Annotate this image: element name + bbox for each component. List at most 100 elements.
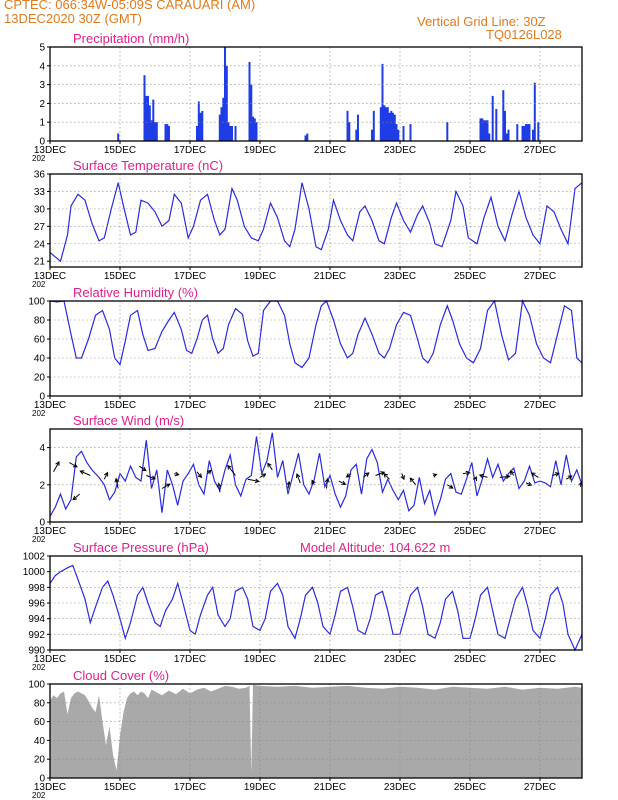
y-tick-label: 5 <box>39 43 45 54</box>
year-stub: 202 <box>32 791 46 800</box>
precip-bar <box>533 82 536 141</box>
wind-arrow <box>472 476 477 482</box>
precip-bar <box>532 129 534 141</box>
x-tick-label: 25DEC <box>454 145 486 156</box>
model-altitude-label: Model Altitude: 104.622 m <box>300 540 450 555</box>
wind-arrow <box>286 480 291 489</box>
y-tick-label: 1 <box>39 118 45 129</box>
x-tick-label: 15DEC <box>104 400 136 411</box>
y-tick-label: 36 <box>34 170 46 181</box>
precip-bar <box>168 126 170 141</box>
wind-arrow <box>139 465 147 472</box>
precip-bar <box>148 105 151 141</box>
y-tick-label: 24 <box>34 239 46 250</box>
x-tick-label: 19DEC <box>244 782 276 793</box>
y-tick-label: 33 <box>34 187 46 198</box>
surface-pressure-panel: 990 992 994 996 998 1000 1002 13DEC 15DEC 17DEC 19… <box>23 540 583 672</box>
wind-arrow <box>552 472 560 477</box>
precip-bar <box>229 126 232 141</box>
x-tick-label: 27DEC <box>524 400 556 411</box>
x-tick-label: 17DEC <box>174 654 206 665</box>
y-tick-label: 0 <box>39 137 45 148</box>
y-tick-label: 4 <box>39 443 45 454</box>
wind-arrow <box>69 462 78 468</box>
x-tick-label: 19DEC <box>244 654 276 665</box>
wind-arrow <box>72 493 81 501</box>
surface-temperature-panel: 21 24 27 30 33 36 13DEC 15DEC 17DEC 19DEC 21DEC 23D… <box>32 158 583 289</box>
x-tick-label: 21DEC <box>314 400 346 411</box>
wind-arrow <box>338 480 347 486</box>
precip-bar <box>147 95 149 141</box>
precip-bar <box>117 133 120 141</box>
precip-bar <box>388 112 391 141</box>
precip-bar <box>484 120 487 141</box>
x-tick-label: 17DEC <box>174 400 206 411</box>
surface-wind-title: Surface Wind (m/s) <box>73 413 184 428</box>
precip-bar <box>390 110 393 141</box>
wind-arrow <box>174 471 180 477</box>
precip-bar <box>385 107 387 141</box>
year-stub: 202 <box>32 280 46 289</box>
x-tick-label: 15DEC <box>104 271 136 282</box>
precip-bar <box>218 114 221 141</box>
precip-bar <box>479 118 482 141</box>
cloud-cover-panel: 0 20 40 60 80 100 13DEC 15DEC 17DEC 19DEC 21DEC 23D… <box>28 668 583 800</box>
x-tick-label: 23DEC <box>384 654 416 665</box>
x-tick-label: 13DEC <box>34 782 66 793</box>
x-tick-label: 19DEC <box>244 271 276 282</box>
wind-arrow <box>196 471 203 479</box>
precip-bar <box>306 133 309 141</box>
precip-bar <box>201 110 204 141</box>
precip-bar <box>526 124 529 141</box>
y-tick-label: 27 <box>34 222 46 233</box>
precip-bar <box>346 110 349 141</box>
precip-bar <box>145 95 148 141</box>
wind-arrow <box>79 470 91 476</box>
x-tick-label: 15DEC <box>104 145 136 156</box>
precip-bar <box>355 129 358 141</box>
precip-bar <box>164 124 167 141</box>
cloud-cover-area <box>50 684 582 778</box>
precip-bar <box>446 122 449 141</box>
y-tick-label: 20 <box>34 755 46 766</box>
precip-bar <box>222 97 225 141</box>
wind-arrow <box>311 479 316 486</box>
wind-arrow <box>161 483 171 489</box>
precip-bar <box>234 126 237 141</box>
wind-arrow <box>362 472 370 478</box>
precip-bar <box>252 116 254 141</box>
y-tick-label: 30 <box>34 204 46 215</box>
y-tick-label: 3 <box>39 80 45 91</box>
x-tick-label: 23DEC <box>384 782 416 793</box>
precip-bar <box>381 63 384 141</box>
x-tick-label: 27DEC <box>524 526 556 537</box>
precipitation-title: Precipitation (mm/h) <box>73 31 189 46</box>
precip-bar <box>516 124 519 141</box>
y-tick-label: 0 <box>39 774 45 785</box>
precip-bar <box>528 124 531 141</box>
x-tick-label: 25DEC <box>454 654 486 665</box>
precip-bar <box>154 122 156 141</box>
precip-bar <box>150 120 153 141</box>
x-tick-label: 15DEC <box>104 782 136 793</box>
model-code: TQ0126L028 <box>486 27 562 42</box>
y-tick-label: 994 <box>28 614 45 625</box>
precip-bar <box>495 109 498 141</box>
precip-bar <box>397 129 400 141</box>
y-tick-label: 0 <box>39 392 45 403</box>
x-tick-label: 19DEC <box>244 145 276 156</box>
precip-bar <box>197 101 200 141</box>
precip-bar <box>393 114 396 141</box>
y-tick-label: 990 <box>28 646 45 657</box>
precip-bar <box>379 107 382 141</box>
precip-bar <box>143 75 146 141</box>
precip-bar <box>357 114 359 141</box>
y-tick-label: 1002 <box>23 552 46 563</box>
x-tick-label: 21DEC <box>314 654 346 665</box>
y-tick-label: 100 <box>28 297 45 308</box>
surface-wind-panel: 0 2 4 13DEC 15DEC 17DEC 19DEC 21DEC 23DEC 25DEC 27… <box>32 413 583 544</box>
precip-bar <box>372 110 375 141</box>
x-tick-label: 17DEC <box>174 526 206 537</box>
x-tick-label: 21DEC <box>314 782 346 793</box>
